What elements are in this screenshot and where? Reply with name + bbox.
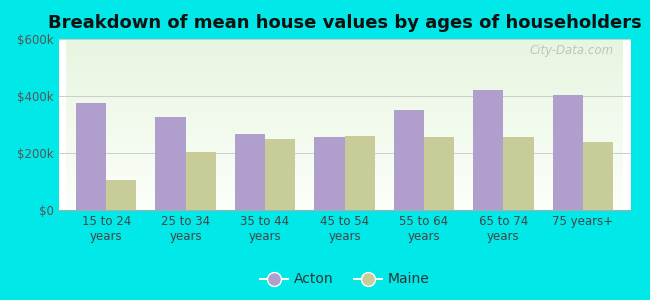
Bar: [76, 103, 106, 210]
Bar: [344, 136, 374, 210]
Bar: [106, 180, 136, 210]
Bar: [583, 142, 613, 210]
Bar: [473, 90, 503, 210]
Bar: [155, 117, 186, 210]
Bar: [424, 137, 454, 210]
Bar: [235, 134, 265, 210]
Bar: [265, 139, 295, 210]
Bar: [503, 137, 534, 210]
Bar: [552, 94, 583, 210]
Legend: Acton, Maine: Acton, Maine: [255, 267, 434, 292]
Bar: [315, 137, 344, 210]
Bar: [394, 110, 424, 210]
Title: Breakdown of mean house values by ages of householders: Breakdown of mean house values by ages o…: [47, 14, 642, 32]
Bar: [186, 152, 216, 210]
Text: City-Data.com: City-Data.com: [529, 44, 614, 57]
